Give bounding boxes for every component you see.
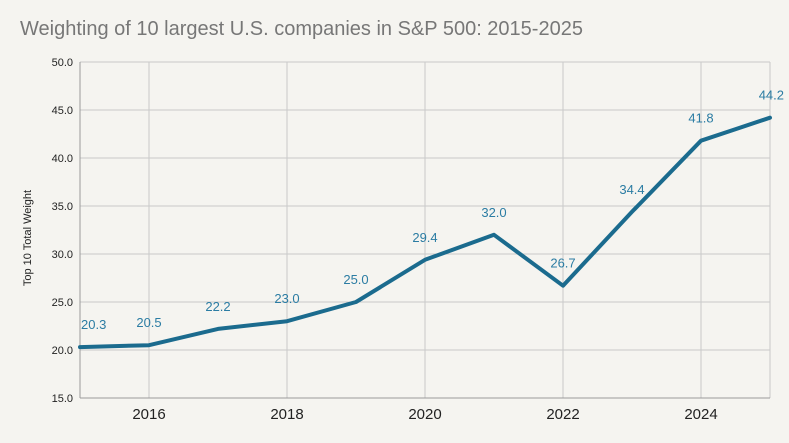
x-tick-label: 2022 [546, 406, 579, 423]
data-label: 41.8 [688, 111, 713, 126]
data-label: 44.2 [759, 88, 784, 103]
x-tick-label: 2020 [408, 406, 441, 423]
y-tick-label: 20.0 [52, 345, 73, 357]
y-tick-label: 50.0 [52, 57, 73, 69]
x-tick-label: 2016 [132, 406, 165, 423]
x-tick-label: 2018 [270, 406, 303, 423]
chart-title: Weighting of 10 largest U.S. companies i… [20, 18, 583, 40]
data-label: 25.0 [343, 272, 368, 287]
data-labels: 20.3 20.5 22.2 23.0 25.0 29.4 32.0 26.7 34.4 41.8… [81, 88, 784, 332]
y-tick-label: 30.0 [52, 249, 73, 261]
series-line [78, 115, 772, 350]
data-label: 20.5 [136, 315, 161, 330]
x-tick-label: 2024 [684, 406, 717, 423]
y-axis-label: Top 10 Total Weight [22, 190, 34, 286]
y-tick-label: 40.0 [52, 153, 73, 165]
data-label: 32.0 [481, 205, 506, 220]
axes: 15.0 20.0 25.0 30.0 35.0 40.0 45.0 50.0 2016 2018… [52, 57, 771, 423]
data-label: 23.0 [274, 291, 299, 306]
data-label: 22.2 [205, 299, 230, 314]
y-tick-label: 25.0 [52, 297, 73, 309]
data-label: 20.3 [81, 317, 106, 332]
y-tick-label: 15.0 [52, 393, 73, 405]
data-label: 26.7 [550, 256, 575, 271]
y-tick-label: 35.0 [52, 201, 73, 213]
data-label: 34.4 [619, 182, 644, 197]
series-layer [78, 115, 772, 350]
y-tick-label: 45.0 [52, 105, 73, 117]
data-label: 29.4 [412, 230, 437, 245]
